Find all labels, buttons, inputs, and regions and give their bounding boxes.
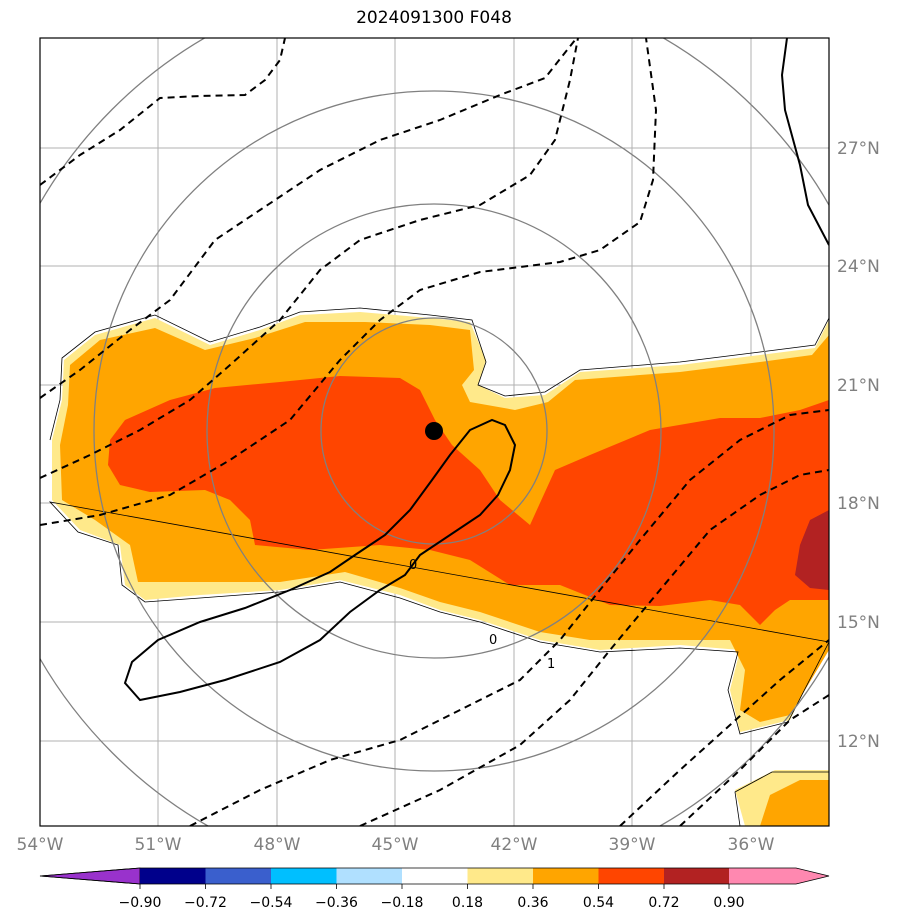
- map-title: 2024091300 F048: [356, 8, 512, 28]
- contour-label-0b: 0: [489, 633, 497, 648]
- colorbar-bin-2: [205, 868, 271, 884]
- colorbar-extend-low: [39, 867, 141, 885]
- lon-label-36w: 36°W: [728, 835, 775, 855]
- dashed-contour-1: [40, 38, 286, 186]
- colorbar-tick-2: −0.72: [184, 895, 227, 911]
- center-marker: [425, 422, 443, 440]
- colorbar-bin-9: [664, 868, 729, 884]
- colorbar-tick-9: 0.72: [648, 895, 679, 911]
- colorbar-ticks: [139, 884, 730, 889]
- field-darkred: [795, 510, 829, 590]
- contour-label-1: 1: [547, 657, 555, 672]
- plot-area: 0 0 1: [40, 38, 829, 826]
- solid-contours: [123, 38, 829, 702]
- plot-frame: [39, 37, 830, 827]
- dashed-contours: [40, 38, 829, 826]
- range-circles: [40, 38, 829, 826]
- dashed-contour-7: [619, 639, 829, 826]
- lon-label-51w: 51°W: [135, 835, 182, 855]
- colorbar-tick-5: −0.18: [381, 895, 424, 911]
- colorbar-tick-4: −0.36: [315, 895, 358, 911]
- lon-label-45w: 45°W: [372, 835, 419, 855]
- dashed-contour-6: [359, 469, 829, 826]
- lat-label-21n: 21°N: [837, 376, 880, 396]
- lat-label-24n: 24°N: [837, 257, 880, 277]
- colorbar-bin-8: [598, 868, 664, 884]
- lat-label-18n: 18°N: [837, 494, 880, 514]
- colorbar-bin-7: [533, 868, 599, 884]
- colorbar-tick-6: 0.18: [452, 895, 483, 911]
- colorbar-bin-1: [140, 868, 206, 884]
- dashed-contour-3: [40, 38, 579, 479]
- colorbar-bin-5: [402, 868, 468, 884]
- colorbar-tick-1: −0.90: [119, 895, 162, 911]
- contour-label-0a: 0: [409, 558, 417, 573]
- solid-contour-ne: [780, 38, 829, 246]
- colorbar-tick-8: 0.54: [583, 895, 614, 911]
- colorbar-bin-3: [271, 868, 337, 884]
- colorbar: −0.90 −0.72 −0.54 −0.36 −0.18 0.18 0.36 …: [39, 867, 830, 911]
- dashed-contour-4: [40, 38, 658, 526]
- lon-label-39w: 39°W: [609, 835, 656, 855]
- colorbar-tick-7: 0.36: [517, 895, 548, 911]
- colorbar-bin-6: [467, 868, 533, 884]
- lat-label-27n: 27°N: [837, 139, 880, 159]
- colorbar-extend-high: [729, 868, 829, 884]
- field-outline: [48, 307, 829, 735]
- colorbar-tick-10: 0.90: [713, 895, 744, 911]
- solid-contour-zero-loop: [123, 418, 517, 702]
- dashed-contour-8: [679, 694, 829, 826]
- lon-label-42w: 42°W: [491, 835, 538, 855]
- lon-label-54w: 54°W: [17, 835, 64, 855]
- colorbar-tick-3: −0.54: [250, 895, 293, 911]
- dashed-contour-5: [189, 409, 829, 826]
- lon-axis: 54°W 51°W 48°W 45°W 42°W 39°W 36°W: [17, 835, 775, 855]
- lat-label-12n: 12°N: [837, 732, 880, 752]
- lon-label-48w: 48°W: [254, 835, 301, 855]
- colorbar-bin-4: [336, 868, 402, 884]
- dashed-contour-2: [40, 39, 576, 399]
- shaded-field: [52, 312, 829, 826]
- lat-label-15n: 15°N: [837, 613, 880, 633]
- field-outline-se: [734, 771, 829, 826]
- field-red: [108, 376, 829, 625]
- lat-axis: 27°N 24°N 21°N 18°N 15°N 12°N: [837, 139, 880, 752]
